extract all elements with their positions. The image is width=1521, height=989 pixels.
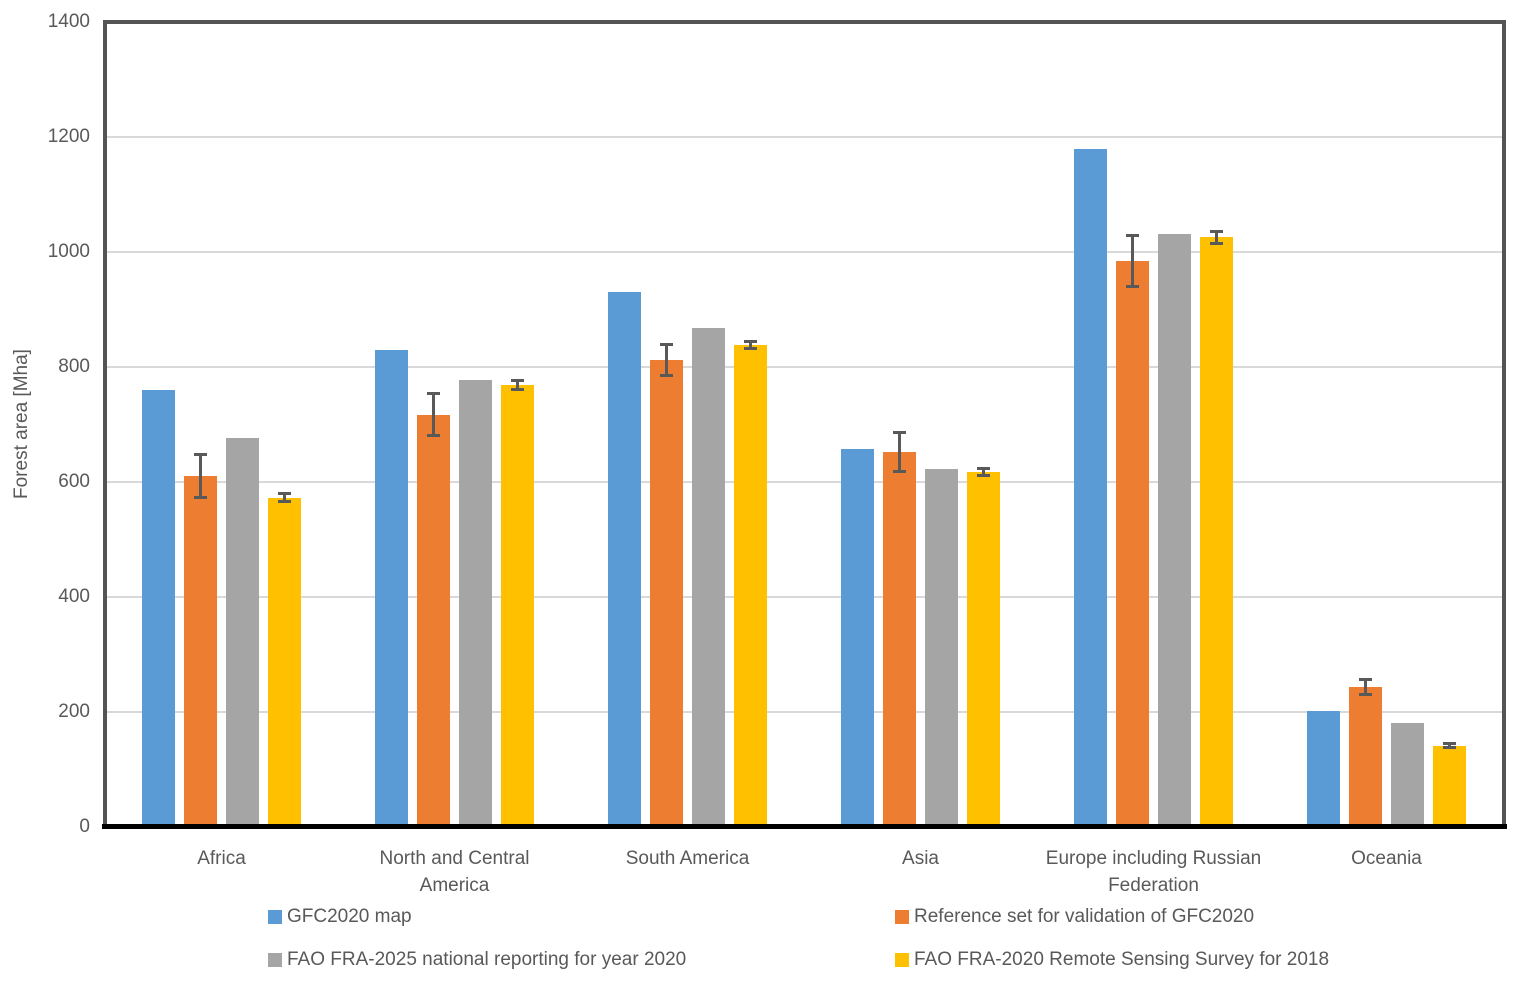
gridline	[105, 596, 1503, 598]
bar	[841, 448, 874, 827]
error-bar-line	[1448, 742, 1451, 750]
x-axis-line	[102, 824, 1507, 829]
plot-border-left	[103, 20, 107, 828]
y-tick-label: 800	[58, 356, 90, 377]
error-bar-line	[749, 339, 752, 351]
bar	[1158, 233, 1191, 827]
legend-label: Reference set for validation of GFC2020	[914, 906, 1255, 927]
x-category-label: Asia	[902, 848, 939, 869]
bar	[268, 497, 301, 827]
error-bar	[1126, 233, 1139, 288]
bar	[1116, 260, 1149, 827]
legend-swatch	[895, 910, 909, 924]
bar	[375, 349, 408, 827]
y-tick-label: 400	[58, 586, 90, 607]
legend-item: FAO FRA-2025 national reporting for year…	[268, 949, 686, 971]
bar	[650, 360, 683, 827]
bar	[967, 472, 1000, 827]
bar	[1074, 148, 1107, 827]
error-bar	[427, 392, 440, 438]
error-bar	[977, 467, 990, 478]
bar	[608, 292, 641, 827]
y-tick-label: 0	[79, 816, 90, 837]
error-bar	[194, 453, 207, 500]
y-tick-label: 1200	[47, 126, 90, 147]
x-category-label: North and Central America	[379, 848, 530, 896]
error-bar-line	[1131, 233, 1134, 288]
error-bar	[1443, 742, 1456, 750]
error-bar-line	[1364, 678, 1367, 697]
bar	[226, 438, 259, 827]
error-bar-line	[199, 453, 202, 500]
x-category-label: Africa	[197, 848, 246, 869]
error-bar-line	[283, 492, 286, 503]
bar	[734, 345, 767, 827]
bar	[1391, 722, 1424, 827]
error-bar-line	[898, 431, 901, 473]
bar	[1307, 710, 1340, 827]
bar	[417, 414, 450, 827]
x-category-label: Europe including Russian Federation	[1045, 848, 1262, 896]
bar	[1349, 687, 1382, 827]
bar	[925, 469, 958, 827]
plot-border-top	[103, 20, 1506, 24]
error-bar-line	[516, 379, 519, 391]
error-bar	[278, 492, 291, 503]
error-bar-line	[1215, 229, 1218, 245]
legend-swatch	[268, 910, 282, 924]
bar	[1433, 745, 1466, 827]
error-bar	[1210, 229, 1223, 245]
plot-border-right	[1502, 20, 1506, 828]
bar	[1200, 237, 1233, 827]
error-bar-line	[665, 343, 668, 377]
bar	[459, 379, 492, 827]
error-bar-line	[982, 467, 985, 478]
bar	[142, 390, 175, 827]
legend-item: GFC2020 map	[268, 906, 412, 928]
bar	[692, 327, 725, 827]
gridline	[105, 136, 1503, 138]
legend-swatch	[895, 953, 909, 967]
legend-label: GFC2020 map	[287, 906, 412, 927]
legend-item: FAO FRA-2020 Remote Sensing Survey for 2…	[895, 949, 1329, 971]
x-category-label: Oceania	[1351, 848, 1422, 869]
error-bar-line	[432, 392, 435, 438]
y-tick-label: 200	[58, 701, 90, 722]
gridline	[105, 366, 1503, 368]
x-category-label: South America	[625, 848, 750, 869]
bar	[501, 384, 534, 827]
legend-label: FAO FRA-2025 national reporting for year…	[287, 949, 687, 970]
error-bar	[511, 379, 524, 391]
y-tick-label: 1400	[47, 11, 90, 32]
y-tick-label: 1000	[47, 241, 90, 262]
bar	[883, 452, 916, 827]
legend-item: Reference set for validation of GFC2020	[895, 906, 1254, 928]
legend-label: FAO FRA-2020 Remote Sensing Survey for 2…	[914, 949, 1330, 970]
legend-swatch	[268, 953, 282, 967]
error-bar	[660, 343, 673, 377]
error-bar	[744, 339, 757, 351]
bar	[184, 476, 217, 827]
gridline	[105, 251, 1503, 253]
y-tick-label: 600	[58, 471, 90, 492]
gridline	[105, 711, 1503, 713]
error-bar	[1359, 678, 1372, 697]
gridline	[105, 481, 1503, 483]
error-bar	[893, 431, 906, 473]
